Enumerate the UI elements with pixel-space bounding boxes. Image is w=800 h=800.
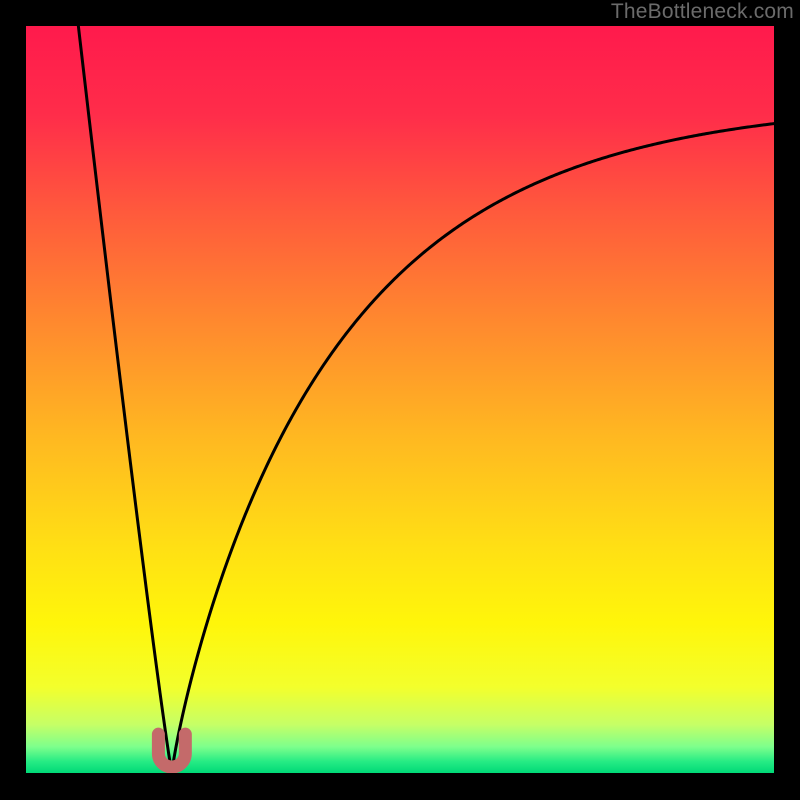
gradient-background bbox=[26, 26, 774, 773]
plot-svg bbox=[26, 26, 774, 773]
chart-stage: TheBottleneck.com bbox=[0, 0, 800, 800]
source-watermark: TheBottleneck.com bbox=[611, 0, 794, 24]
plot-area bbox=[26, 26, 774, 773]
